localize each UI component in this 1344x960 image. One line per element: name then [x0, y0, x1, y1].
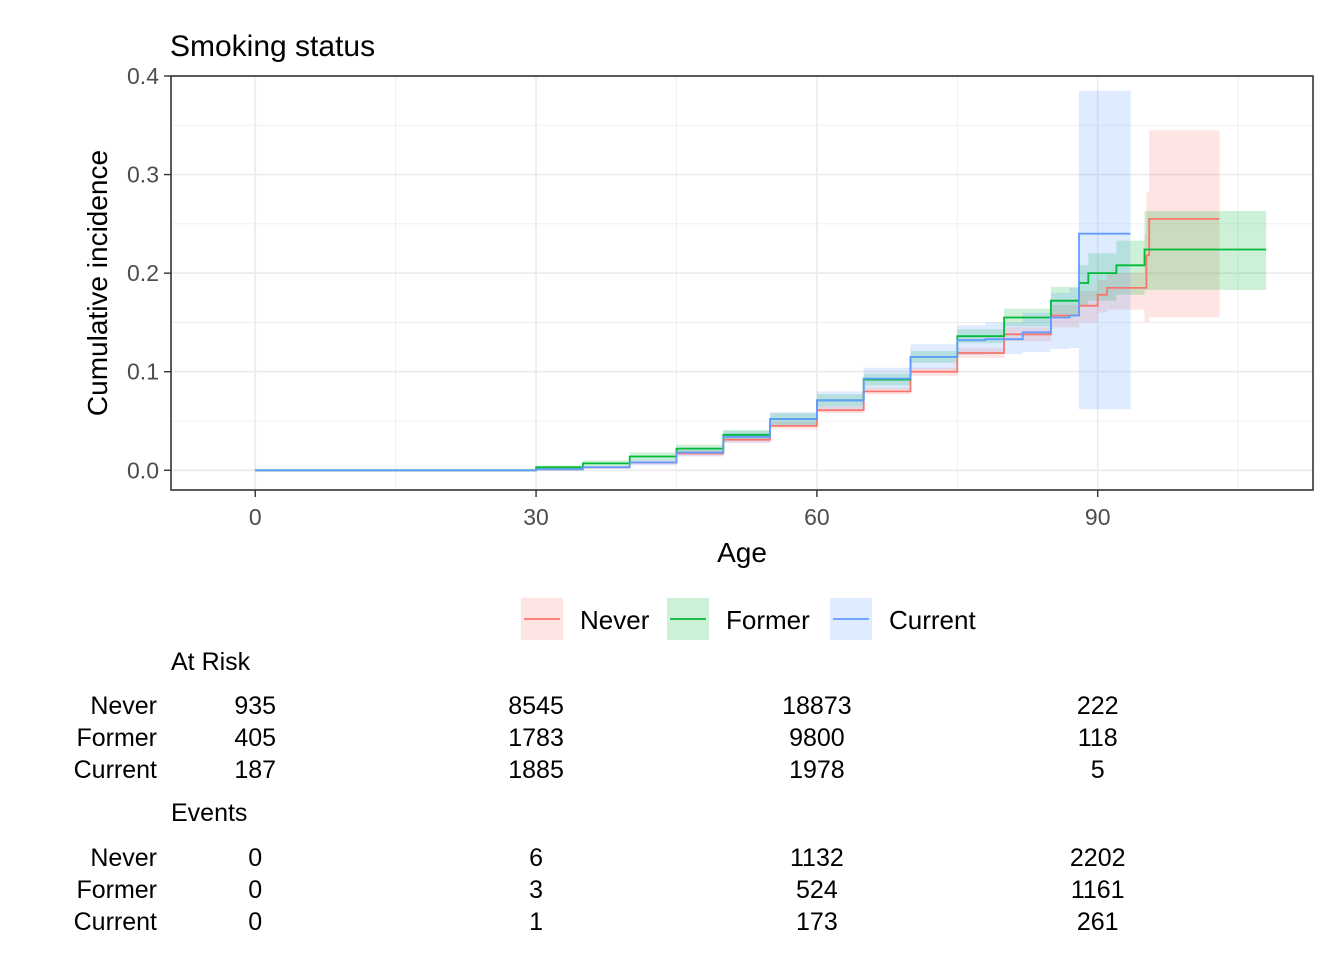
at-risk-title: At Risk	[171, 648, 251, 676]
at-risk-cell: 1978	[789, 756, 845, 784]
legend-item-current: Current	[830, 598, 976, 640]
at-risk-table: Never 935 8545 18873 222 Former 405 1783 9800 118…	[74, 692, 1119, 784]
events-cell: 1132	[790, 844, 844, 872]
at-risk-row-label: Current	[74, 756, 157, 784]
x-axis-ticks: 0 30 60 90	[249, 490, 1111, 530]
x-axis-label: Age	[717, 537, 767, 568]
legend-item-former: Former	[667, 598, 810, 640]
at-risk-row-label: Former	[76, 724, 157, 752]
x-tick-label: 60	[804, 504, 830, 530]
events-table: Never 0 6 1132 2202 Former 0 3 524 1161 Current 0 1 1…	[74, 844, 1126, 936]
panel-border	[170, 75, 1314, 491]
ci-band-current	[255, 90, 1131, 471]
incidence-curves	[255, 218, 1267, 472]
legend-label-never: Never	[580, 605, 650, 635]
events-cell: 1161	[1071, 876, 1125, 904]
at-risk-cell: 222	[1077, 692, 1119, 720]
at-risk-cell: 118	[1078, 724, 1118, 752]
at-risk-row-label: Never	[90, 692, 157, 720]
events-cell: 261	[1077, 908, 1119, 936]
events-cell: 173	[796, 908, 838, 936]
at-risk-cell: 187	[234, 756, 276, 784]
events-row-label: Current	[74, 908, 157, 936]
events-title: Events	[171, 799, 247, 827]
curve-current	[255, 232, 1131, 472]
legend: Never Former Current	[521, 598, 976, 640]
events-cell: 6	[529, 844, 543, 872]
events-cell: 0	[248, 876, 262, 904]
at-risk-cell: 9800	[789, 724, 845, 752]
legend-label-former: Former	[726, 605, 810, 635]
at-risk-cell: 405	[234, 724, 276, 752]
legend-item-never: Never	[521, 598, 650, 640]
events-row-label: Never	[90, 844, 157, 872]
at-risk-cell: 18873	[782, 692, 852, 720]
at-risk-cell: 1885	[508, 756, 564, 784]
events-cell: 524	[796, 876, 838, 904]
at-risk-cell: 935	[234, 692, 276, 720]
events-cell: 3	[529, 876, 543, 904]
events-cell: 0	[248, 844, 262, 872]
x-tick-label: 0	[249, 504, 262, 530]
ci-band-former	[255, 211, 1267, 471]
events-cell: 2202	[1070, 844, 1126, 872]
at-risk-cell: 5	[1091, 756, 1105, 784]
y-axis-label: Cumulative incidence	[82, 150, 113, 416]
y-axis-ticks: 0.0 0.1 0.2 0.3 0.4	[127, 63, 171, 483]
events-row-label: Former	[76, 876, 157, 904]
events-cell: 0	[248, 908, 262, 936]
y-tick-label: 0.2	[127, 260, 159, 286]
y-tick-label: 0.0	[127, 457, 159, 483]
confidence-bands	[255, 90, 1267, 471]
y-tick-label: 0.4	[127, 63, 159, 89]
at-risk-cell: 8545	[508, 692, 564, 720]
y-tick-label: 0.3	[127, 162, 159, 188]
x-tick-label: 30	[523, 504, 549, 530]
x-tick-label: 90	[1085, 504, 1111, 530]
events-cell: 1	[529, 908, 543, 936]
at-risk-cell: 1783	[508, 724, 564, 752]
legend-label-current: Current	[889, 605, 976, 635]
chart-title: Smoking status	[170, 30, 375, 63]
y-tick-label: 0.1	[127, 359, 159, 385]
